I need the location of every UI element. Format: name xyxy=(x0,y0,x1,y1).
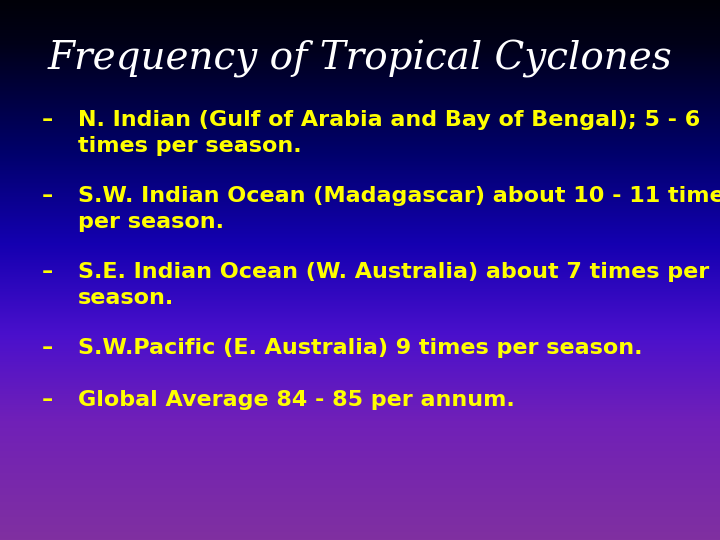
Text: times per season.: times per season. xyxy=(78,136,302,156)
Text: season.: season. xyxy=(78,288,174,308)
Text: Frequency of Tropical Cyclones: Frequency of Tropical Cyclones xyxy=(48,40,672,78)
Text: –: – xyxy=(42,390,53,410)
Text: S.E. Indian Ocean (W. Australia) about 7 times per: S.E. Indian Ocean (W. Australia) about 7… xyxy=(78,262,709,282)
Text: S.W.Pacific (E. Australia) 9 times per season.: S.W.Pacific (E. Australia) 9 times per s… xyxy=(78,338,642,358)
Text: –: – xyxy=(42,110,53,130)
Text: Global Average 84 - 85 per annum.: Global Average 84 - 85 per annum. xyxy=(78,390,515,410)
Text: –: – xyxy=(42,186,53,206)
Text: –: – xyxy=(42,262,53,282)
Text: N. Indian (Gulf of Arabia and Bay of Bengal); 5 - 6: N. Indian (Gulf of Arabia and Bay of Ben… xyxy=(78,110,701,130)
Text: –: – xyxy=(42,338,53,358)
Text: S.W. Indian Ocean (Madagascar) about 10 - 11 times: S.W. Indian Ocean (Madagascar) about 10 … xyxy=(78,186,720,206)
Text: per season.: per season. xyxy=(78,212,224,232)
